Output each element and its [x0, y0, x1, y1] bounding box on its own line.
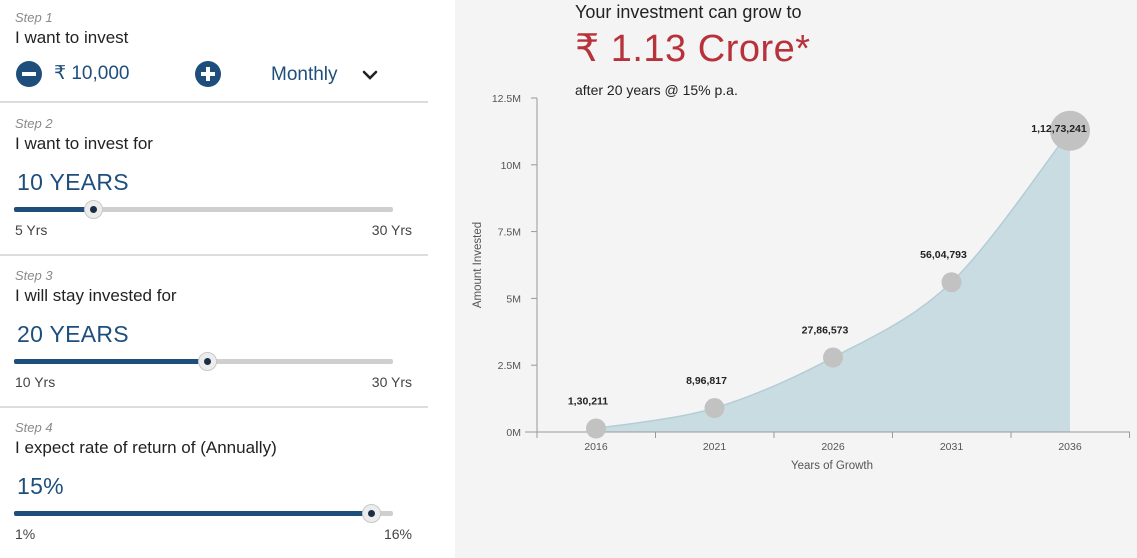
step3-title: I will stay invested for: [15, 286, 177, 305]
frequency-select[interactable]: Monthly: [271, 64, 338, 85]
result-amount: ₹ 1.13 Crore*: [575, 28, 811, 70]
step3-label: Step 3: [15, 268, 53, 283]
data-point: [586, 418, 606, 439]
amount-input[interactable]: ₹ 10,000: [54, 63, 130, 84]
step2-title: I want to invest for: [15, 134, 153, 153]
data-label: 56,04,793: [920, 249, 967, 261]
y-tick-label: 2.5M: [498, 360, 521, 372]
y-tick-label: 10M: [501, 160, 521, 172]
growth-chart: 0M 2.5M 5M 7.5M 10M 12.5M 2016 2021 2026 2031 2036…: [472, 93, 1130, 472]
result-subline: after 20 years @ 15% p.a.: [575, 82, 738, 98]
divider: [0, 254, 428, 256]
step1-title: I want to invest: [15, 28, 129, 47]
investment-period-value: 10 YEARS: [17, 169, 129, 195]
divider: [0, 406, 428, 408]
slider-min-label: 5 Yrs: [15, 222, 48, 238]
investment-period-slider[interactable]: [14, 200, 393, 219]
slider-handle[interactable]: [361, 504, 381, 523]
divider: [0, 101, 428, 103]
stay-invested-value: 20 YEARS: [17, 321, 129, 347]
data-point: [823, 347, 843, 368]
slider-max-label: 16%: [383, 526, 412, 542]
x-tick-label: 2016: [584, 441, 608, 453]
data-label: 27,86,573: [802, 325, 849, 337]
decrease-amount-button[interactable]: [16, 61, 42, 87]
slider-fill: [14, 511, 372, 516]
y-axis-title: Amount Invested: [472, 222, 484, 308]
y-tick-label: 5M: [506, 293, 521, 305]
stay-invested-slider[interactable]: [14, 352, 393, 371]
slider-min-label: 10 Yrs: [15, 374, 56, 390]
step2-label: Step 2: [15, 116, 53, 131]
x-tick-label: 2026: [821, 441, 845, 453]
x-tick-label: 2021: [703, 441, 727, 453]
x-tick-label: 2036: [1058, 441, 1082, 453]
y-tick-label: 7.5M: [498, 227, 521, 239]
slider-max-label: 30 Yrs: [371, 374, 412, 390]
data-point: [1050, 110, 1090, 151]
data-label: 8,96,817: [686, 375, 727, 387]
slider-min-label: 1%: [15, 526, 36, 542]
data-label: 1,30,211: [568, 396, 608, 408]
data-point: [704, 398, 725, 419]
return-rate-slider[interactable]: [14, 504, 393, 523]
y-tick-label: 0M: [506, 427, 521, 439]
increase-amount-button[interactable]: [195, 61, 221, 87]
result-panel: 0M 2.5M 5M 7.5M 10M 12.5M 2016 2021 2026 2031 2036…: [455, 0, 1137, 558]
chevron-down-icon[interactable]: [360, 68, 380, 84]
slider-handle[interactable]: [197, 352, 217, 371]
slider-handle[interactable]: [84, 200, 104, 219]
data-label: 1,12,73,241: [1031, 123, 1087, 135]
step4-title: I expect rate of return of (Annually): [15, 438, 277, 457]
data-point: [941, 272, 962, 293]
step1-label: Step 1: [15, 10, 53, 25]
calculator-panel: Step 1 I want to invest ₹ 10,000 Monthly…: [0, 0, 455, 558]
return-rate-value: 15%: [17, 473, 64, 499]
y-tick-label: 12.5M: [492, 93, 521, 105]
x-tick-label: 2031: [940, 441, 964, 453]
minus-icon: [22, 72, 36, 76]
x-axis-title: Years of Growth: [791, 460, 873, 472]
result-headline: Your investment can grow to: [575, 2, 802, 22]
step4-label: Step 4: [15, 420, 53, 435]
slider-max-label: 30 Yrs: [371, 222, 412, 238]
chart-area: [596, 130, 1070, 433]
slider-fill: [14, 359, 208, 364]
slider-fill: [14, 207, 94, 212]
